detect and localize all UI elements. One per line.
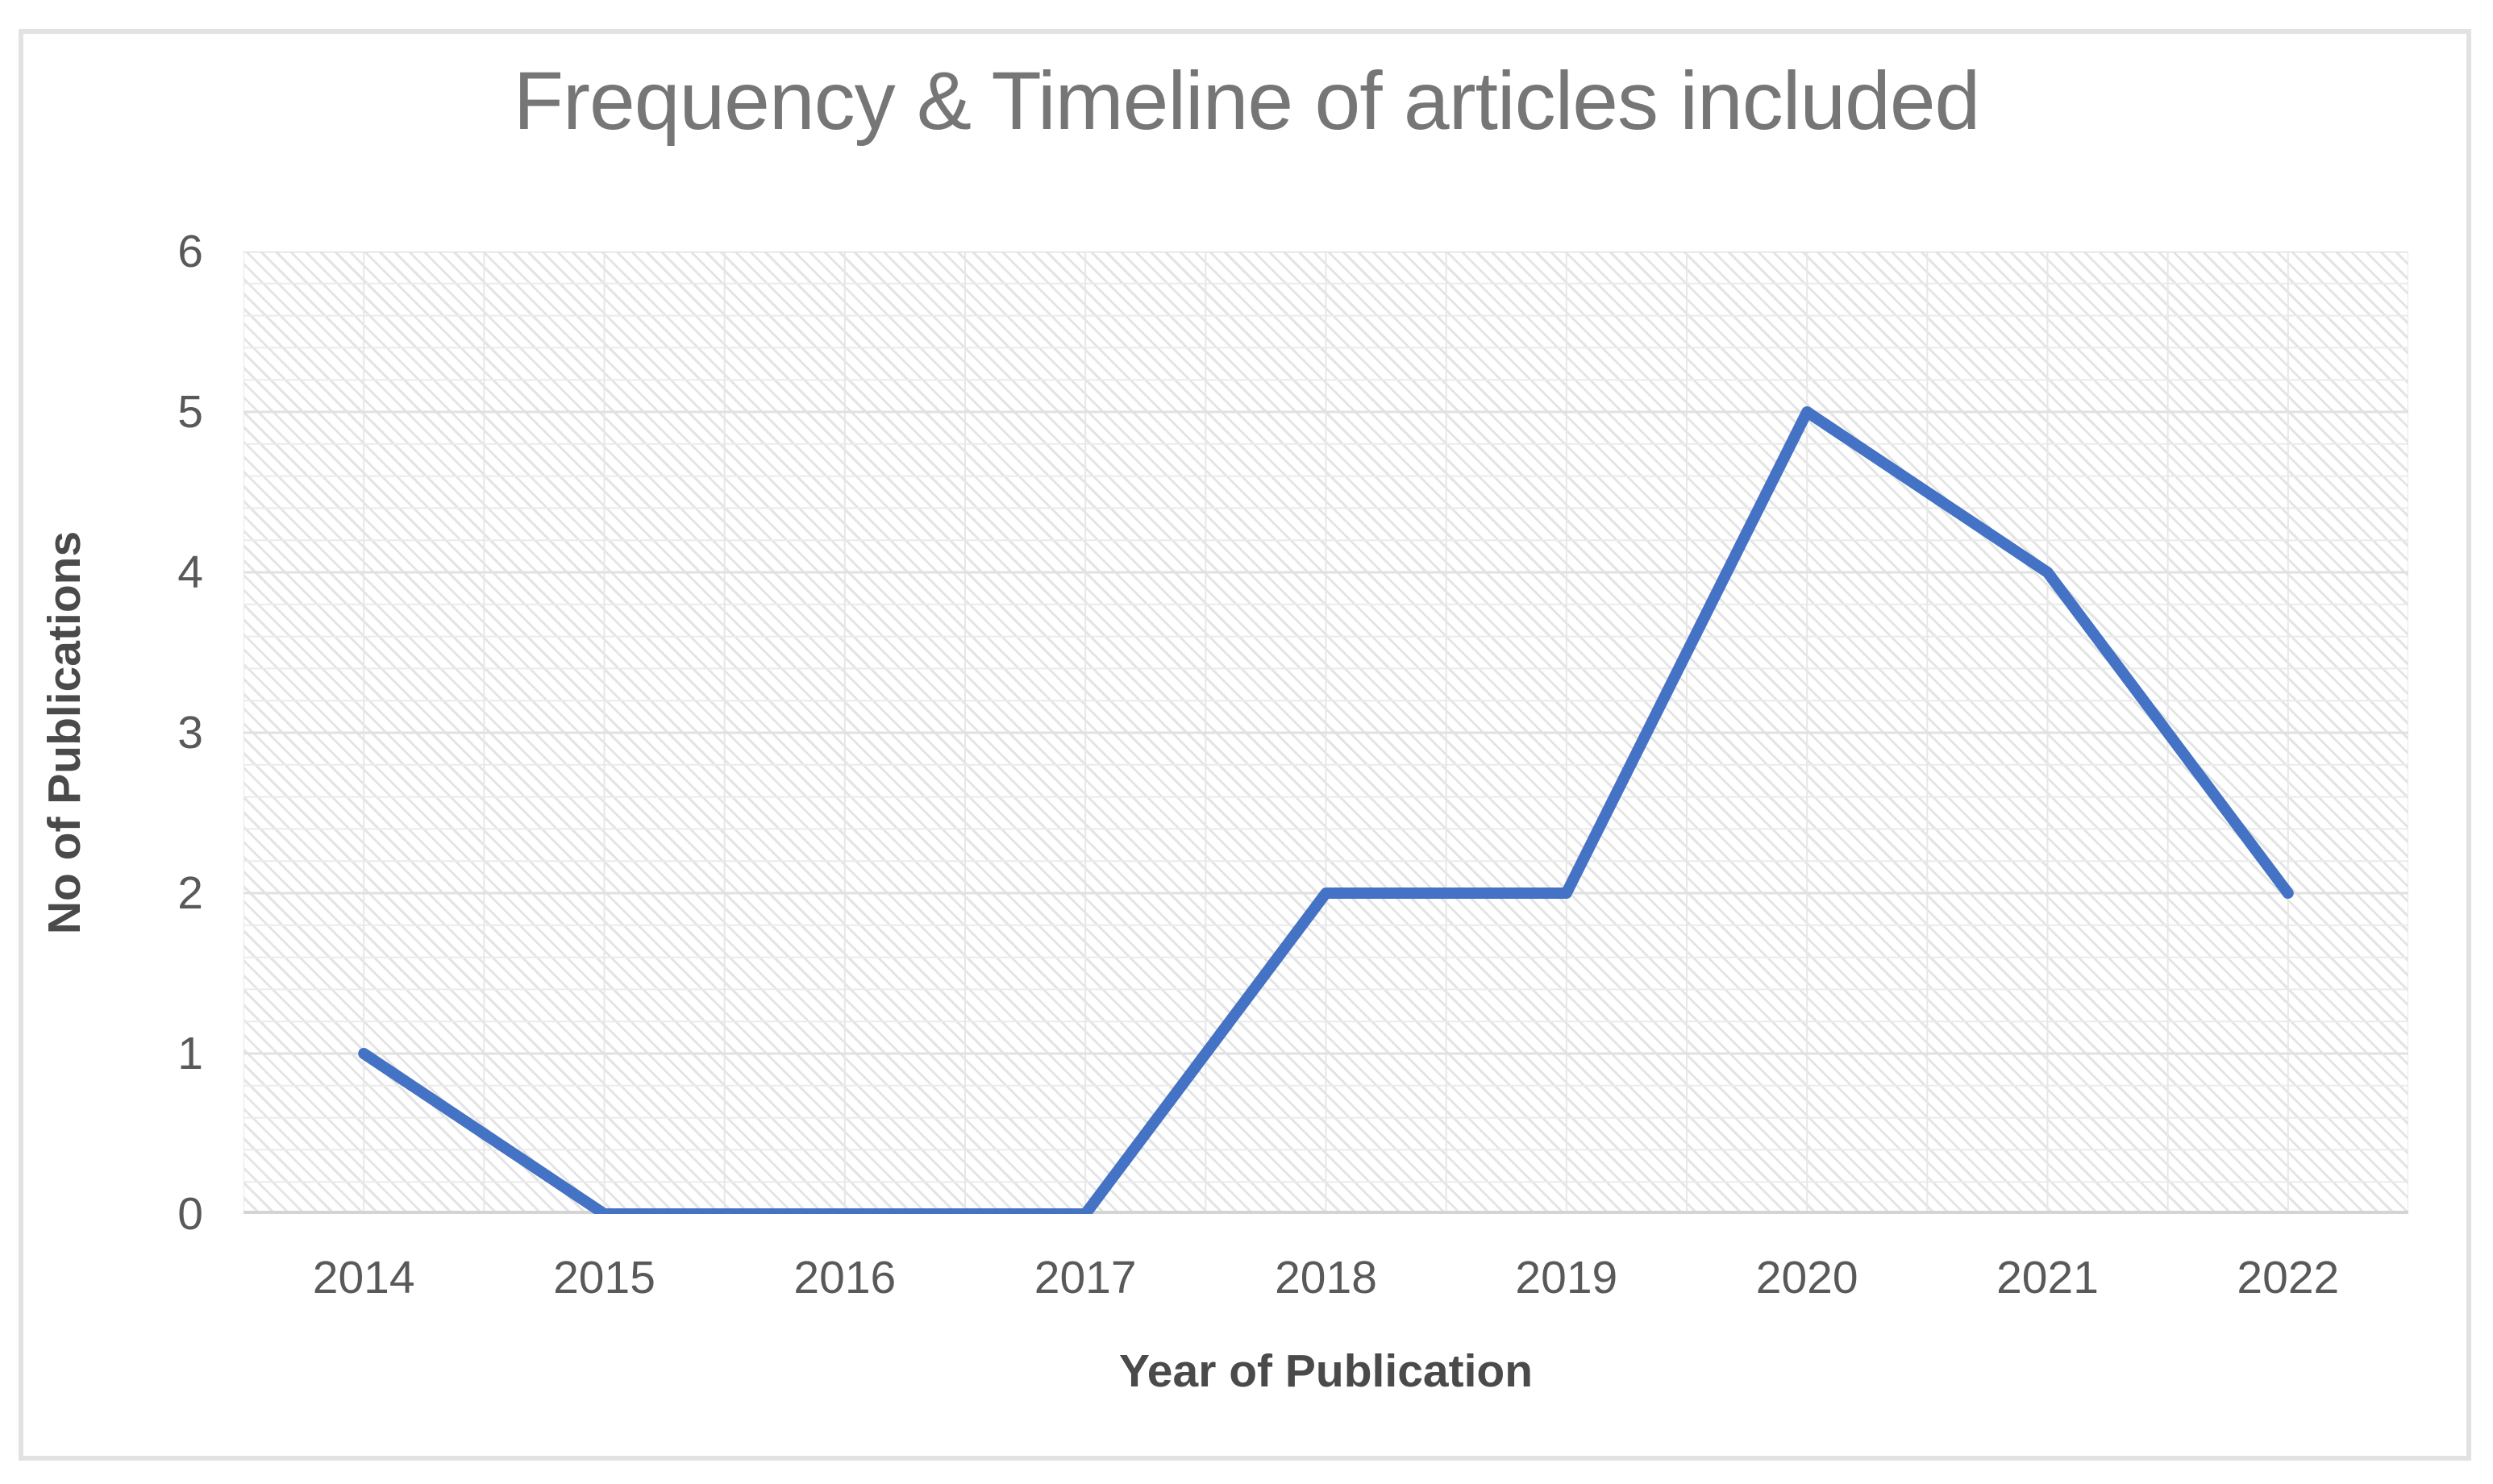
y-tick-label: 6: [177, 226, 203, 277]
line-series: [358, 406, 2294, 1214]
x-tick-label: 2020: [1755, 1252, 1858, 1303]
x-axis-title: Year of Publication: [1118, 1345, 1534, 1397]
y-tick-label: 5: [177, 386, 203, 438]
chart-canvas: [243, 251, 2408, 1214]
x-tick-label: 2014: [312, 1252, 415, 1303]
x-tick-label: 2015: [553, 1252, 656, 1303]
x-tick-label: 2018: [1275, 1252, 1377, 1303]
x-tick-label: 2021: [1996, 1252, 2099, 1303]
y-tick-label: 3: [177, 707, 203, 759]
y-tick-label: 4: [177, 547, 203, 598]
y-tick-label: 1: [177, 1028, 203, 1079]
y-tick-label: 0: [177, 1188, 203, 1240]
x-tick-label: 2016: [793, 1252, 897, 1303]
x-tick-label: 2017: [1034, 1252, 1137, 1303]
plot-area: [243, 251, 2408, 1214]
x-tick-label: 2022: [2237, 1252, 2340, 1303]
x-tick-label: 2019: [1515, 1252, 1618, 1303]
y-tick-label: 2: [177, 867, 203, 919]
chart-title: Frequency & Timeline of articles include…: [513, 55, 1981, 147]
